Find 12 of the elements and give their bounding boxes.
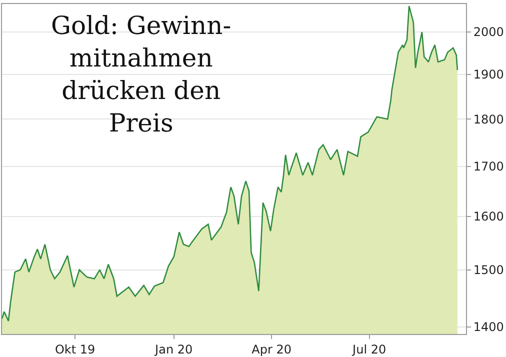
x-tick-label: Jan 20 <box>154 342 193 356</box>
y-tick-label: 1900 <box>473 68 504 82</box>
y-tick-label: 2000 <box>473 25 504 40</box>
y-tick-label: 1800 <box>473 112 504 126</box>
y-tick-label: 1400 <box>473 320 504 334</box>
y-tick-label: 1500 <box>473 263 504 278</box>
x-tick-label: Jul 20 <box>352 342 386 356</box>
y-tick-label: 1600 <box>473 210 504 224</box>
y-tick-label: 1700 <box>473 160 504 174</box>
x-tick-label: Apr 20 <box>252 342 292 356</box>
x-tick-label: Okt 19 <box>54 342 96 356</box>
text: Gold: Gewinn- mitnahmen drücken den Preis <box>51 11 232 138</box>
